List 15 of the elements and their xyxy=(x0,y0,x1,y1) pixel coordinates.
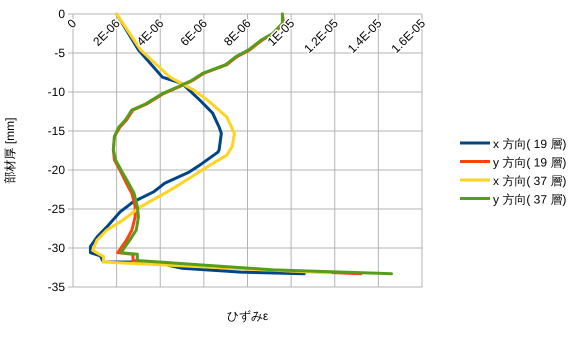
x-axis-title: ひずみε xyxy=(226,309,269,323)
legend-label: x 方向( 19 層) xyxy=(493,137,566,151)
legend-label: x 方向( 37 層) xyxy=(493,174,566,188)
legend-label: y 方向( 19 層) xyxy=(493,156,566,170)
y-tick-label: -10 xyxy=(48,85,66,99)
y-tick-label: -30 xyxy=(48,241,66,255)
y-tick-label: -35 xyxy=(48,280,66,294)
y-tick-label: -20 xyxy=(48,163,66,177)
y-tick-label: -25 xyxy=(48,202,66,216)
x-tick-label: 0 xyxy=(64,16,80,31)
y-tick-label: -5 xyxy=(54,46,66,60)
y-tick-label: -15 xyxy=(48,124,66,138)
y-tick-label: 0 xyxy=(58,7,66,21)
legend-label: y 方向( 37 層) xyxy=(493,192,566,206)
y-axis-title: 部材厚 [mm] xyxy=(3,118,17,184)
